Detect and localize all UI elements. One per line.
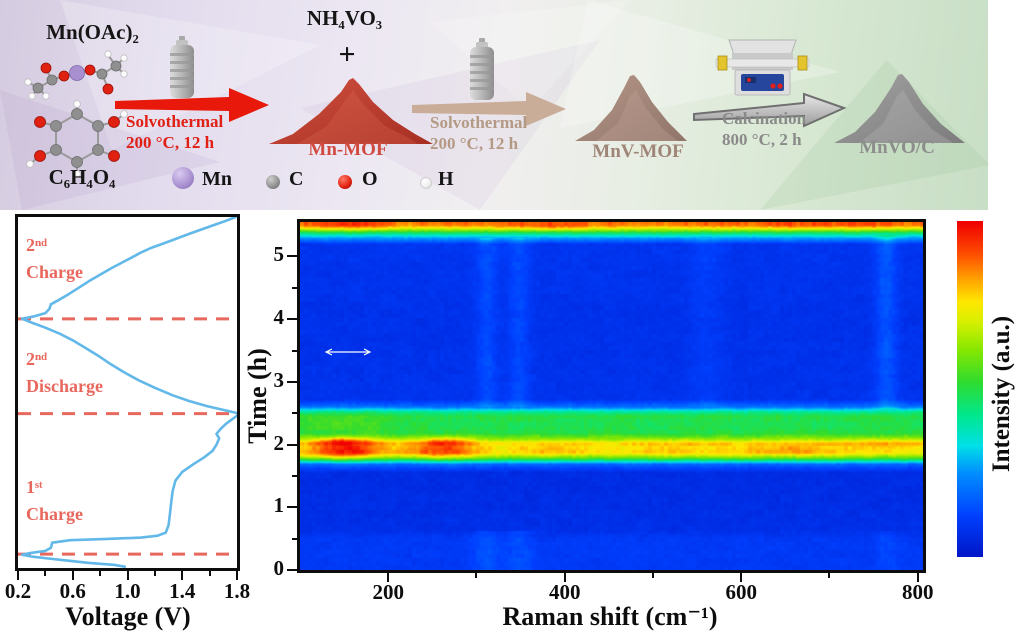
legend-c-label: C (289, 168, 304, 190)
arrow-step1 (115, 88, 269, 122)
time-major-tick (287, 318, 297, 321)
raman-map-frame (297, 219, 926, 573)
voltage-tick-label: 1.8 (223, 579, 251, 603)
step3-conditions: Calcination 800 °C, 2 h (722, 109, 807, 149)
voltage-major-tick (17, 571, 19, 580)
arrow-step2 (412, 92, 566, 126)
voltage-chart-frame (15, 214, 240, 571)
colorbar-title: Intensity (a.u.) (988, 315, 1015, 473)
reactant1-formula: Mn(OAc)₂ (46, 20, 139, 44)
voltage-curve (20, 217, 237, 568)
raman-tick-label: 800 (901, 580, 934, 604)
time-minor-tick (292, 537, 297, 540)
raman-major-tick (563, 573, 566, 582)
time-tick-label: 5 (273, 242, 285, 267)
annotation-1st-charge: 1ˢᵗ Charge (26, 477, 83, 524)
product3-label: MnVO/C (859, 137, 935, 158)
annotation-2nd-discharge: 2ⁿᵈ Discharge (26, 349, 103, 396)
legend-c-sphere (266, 175, 280, 189)
reactant2-formula: C₆H₄O₄ (48, 165, 116, 189)
legend-mn-label: Mn (202, 168, 232, 190)
time-major-tick (287, 506, 297, 509)
annotation-2nd-charge: 2ⁿᵈ Charge (26, 235, 83, 282)
product2-label: MnV-MOF (592, 141, 684, 162)
voltage-minor-tick (99, 571, 102, 576)
raman-heatmap (300, 222, 923, 570)
legend-o-sphere (338, 175, 352, 189)
legend-o-label: O (362, 168, 378, 190)
product1-label: Mn-MOF (308, 139, 388, 160)
plus-sign: + (338, 38, 356, 71)
voltage-minor-tick (153, 571, 156, 576)
raman-minor-tick (651, 573, 654, 578)
voltage-minor-tick (44, 571, 47, 576)
mnv-mof-powder-pile (575, 75, 687, 141)
time-tick-label: 4 (273, 305, 285, 330)
time-major-tick (287, 569, 297, 571)
step2-conditions: Solvothermal 200 °C, 12 h (430, 113, 528, 153)
legend-mn-sphere (172, 167, 194, 189)
benzoquinone-molecule (26, 100, 128, 178)
voltage-minor-tick (208, 571, 211, 576)
autoclave-icon (170, 36, 194, 98)
time-tick-label: 3 (273, 367, 285, 392)
time-minor-tick (292, 286, 297, 289)
time-minor-tick (292, 412, 297, 415)
voltage-tick-label: 1.0 (114, 579, 141, 603)
intensity-colorbar (957, 221, 983, 557)
time-tick-label: 0 (273, 556, 285, 580)
voltage-tick-label: 0.2 (4, 579, 32, 603)
mn-mof-powder-pile (269, 78, 433, 144)
voltage-major-tick (71, 571, 74, 580)
time-major-tick (287, 443, 297, 446)
raman-axis-title: Raman shift (cm⁻¹) (502, 602, 718, 631)
arrow-step3 (693, 92, 847, 128)
voltage-major-tick (126, 571, 129, 580)
raman-tick-label: 400 (548, 580, 581, 604)
step1-conditions: Solvothermal 200 °C, 12 h (126, 112, 224, 152)
autoclave-icon (470, 38, 494, 100)
legend-h-sphere (420, 177, 432, 189)
time-minor-tick (292, 349, 297, 352)
reagent2-formula: NH₄VO₃ (306, 6, 383, 30)
mnvo-c-powder-pile (834, 74, 965, 143)
synthesis-scheme-banner: Mn(OAc)₂ (0, 0, 990, 210)
voltage-tick-label: 1.4 (169, 579, 196, 603)
voltage-major-tick (236, 571, 238, 580)
raman-minor-tick (828, 573, 831, 578)
voltage-tick-label: 0.6 (59, 579, 86, 603)
mn-acetate-molecule (24, 50, 128, 100)
time-major-tick (287, 380, 297, 383)
voltage-major-tick (181, 571, 184, 580)
raman-range-arrow-marker (324, 348, 372, 356)
raman-tick-label: 200 (372, 580, 404, 604)
time-major-tick (287, 255, 297, 258)
raman-major-tick (916, 573, 919, 582)
raman-major-tick (740, 573, 743, 582)
time-tick-label: 2 (273, 430, 285, 455)
tube-furnace-icon (715, 39, 810, 96)
legend-h-label: H (438, 168, 454, 190)
raman-tick-label: 600 (725, 580, 757, 604)
time-tick-label: 1 (273, 493, 285, 518)
raman-minor-tick (475, 573, 478, 578)
voltage-profile-plot (18, 217, 237, 568)
raman-major-tick (387, 573, 390, 582)
time-minor-tick (292, 474, 297, 477)
voltage-axis-title: Voltage (V) (65, 602, 191, 631)
